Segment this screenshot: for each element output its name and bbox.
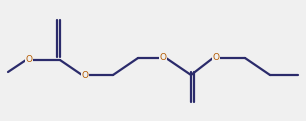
Text: O: O: [81, 71, 88, 79]
Text: O: O: [159, 53, 166, 63]
Text: O: O: [25, 56, 32, 64]
Text: O: O: [212, 53, 219, 63]
